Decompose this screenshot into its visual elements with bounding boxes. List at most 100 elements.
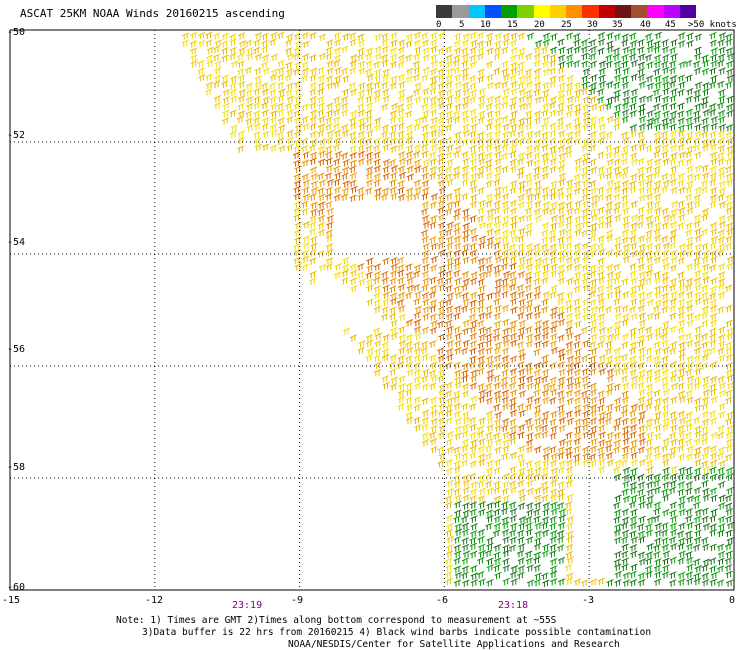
wind-barb [525,110,533,118]
wind-barb [653,40,661,48]
wind-barb [366,278,374,286]
wind-barb [597,361,605,369]
wind-barb [462,362,470,370]
wind-barb [461,444,469,453]
wind-barb [485,102,493,111]
wind-barb [630,459,639,467]
wind-barb [462,327,470,335]
wind-barb [701,54,709,62]
wind-barb [686,355,694,363]
wind-barb [284,73,293,82]
wind-barb [590,396,598,404]
colorbar-label: 30 [587,20,598,30]
wind-barb [366,298,374,306]
wind-barb [702,389,710,397]
wind-barb [574,88,582,97]
wind-barb [669,509,677,517]
wind-barb [485,164,493,173]
wind-barb [445,495,453,503]
wind-barb [348,32,357,40]
wind-barb [717,550,726,559]
wind-barb [453,222,461,230]
wind-barb [646,243,654,251]
wind-barb [374,193,382,201]
wind-barb [645,375,653,383]
wind-barb [533,68,542,76]
colorbar-label: >50 knots [688,20,737,30]
wind-barb [254,32,263,40]
wind-barb [573,437,581,446]
wind-barb [710,361,718,369]
wind-barb [453,66,461,75]
wind-barb [573,404,582,412]
wind-barb [494,123,502,131]
wind-barb [517,571,525,580]
wind-barb [710,235,719,244]
wind-barb [534,200,542,208]
wind-barb [477,347,486,356]
wind-barb [405,124,414,132]
wind-barb [662,179,671,188]
wind-barb [477,495,486,503]
wind-barb [342,187,350,195]
wind-barb [701,305,710,314]
wind-barb [700,186,709,194]
wind-barb [502,472,511,481]
wind-barb [326,136,334,145]
wind-barb [694,46,702,54]
wind-barb [605,54,613,62]
colorbar-label: 40 [640,20,651,30]
wind-barb [478,241,486,250]
wind-barb [510,522,518,531]
wind-barb [709,165,718,174]
wind-barb [493,215,501,223]
wind-barb [589,158,597,166]
wind-barb [606,277,614,286]
wind-barb [614,249,622,258]
wind-barb [254,143,262,152]
wind-barb [445,514,454,523]
wind-barb [686,165,694,173]
wind-barb [422,53,430,62]
wind-barb [589,208,597,216]
wind-barb [357,150,365,159]
wind-barb [718,410,726,419]
wind-barb [430,445,438,454]
wind-barb [661,173,669,181]
wind-barb [430,116,439,125]
wind-barb [326,59,334,68]
wind-barb [509,437,517,446]
wind-barb [718,215,726,223]
wind-barb [670,340,678,349]
wind-barb [349,172,358,180]
wind-barb [365,354,373,362]
wind-barb [534,417,542,425]
wind-barb [461,375,469,383]
wind-barb [221,54,229,62]
wind-barb [549,543,557,552]
wind-barb [605,215,613,223]
wind-barb [293,46,302,55]
wind-barb [317,87,325,96]
wind-barb [518,298,526,306]
wind-barb [349,334,358,342]
wind-barb [726,262,734,271]
wind-barb [494,32,502,41]
wind-barb [541,430,549,439]
wind-barb [629,544,638,552]
wind-barb [598,60,607,68]
wind-barb [502,577,510,586]
wind-barb [686,236,694,244]
wind-barb [589,270,597,278]
wind-barb [598,74,606,82]
wind-barb [629,355,637,363]
wind-barb [534,263,542,271]
wind-barb [493,382,501,390]
map-frame [9,29,735,591]
wind-barb [396,103,405,111]
wind-barb [357,346,365,355]
wind-barb [629,347,637,355]
wind-barb [454,305,462,313]
wind-barb [622,207,630,215]
wind-barb [678,81,686,89]
